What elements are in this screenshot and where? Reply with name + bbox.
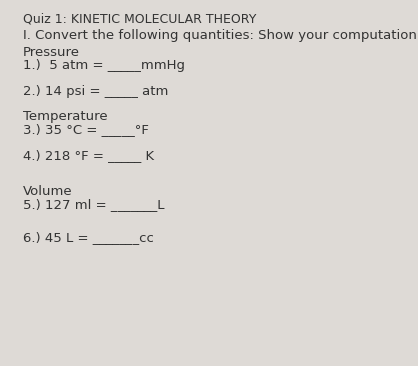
Text: 3.) 35 °C = _____°F: 3.) 35 °C = _____°F [23, 123, 149, 136]
Text: Temperature: Temperature [23, 110, 107, 123]
Text: Volume: Volume [23, 185, 73, 198]
Text: 2.) 14 psi = _____ atm: 2.) 14 psi = _____ atm [23, 85, 168, 98]
Text: Pressure: Pressure [23, 46, 80, 59]
Text: I. Convert the following quantities: Show your computation.: I. Convert the following quantities: Sho… [23, 29, 418, 42]
Text: 1.)  5 atm = _____mmHg: 1.) 5 atm = _____mmHg [23, 59, 185, 72]
Text: Quiz 1: KINETIC MOLECULAR THEORY: Quiz 1: KINETIC MOLECULAR THEORY [23, 13, 256, 26]
Text: 4.) 218 °F = _____ K: 4.) 218 °F = _____ K [23, 149, 154, 162]
Text: 5.) 127 ml = _______L: 5.) 127 ml = _______L [23, 198, 165, 211]
Text: 6.) 45 L = _______cc: 6.) 45 L = _______cc [23, 231, 154, 244]
